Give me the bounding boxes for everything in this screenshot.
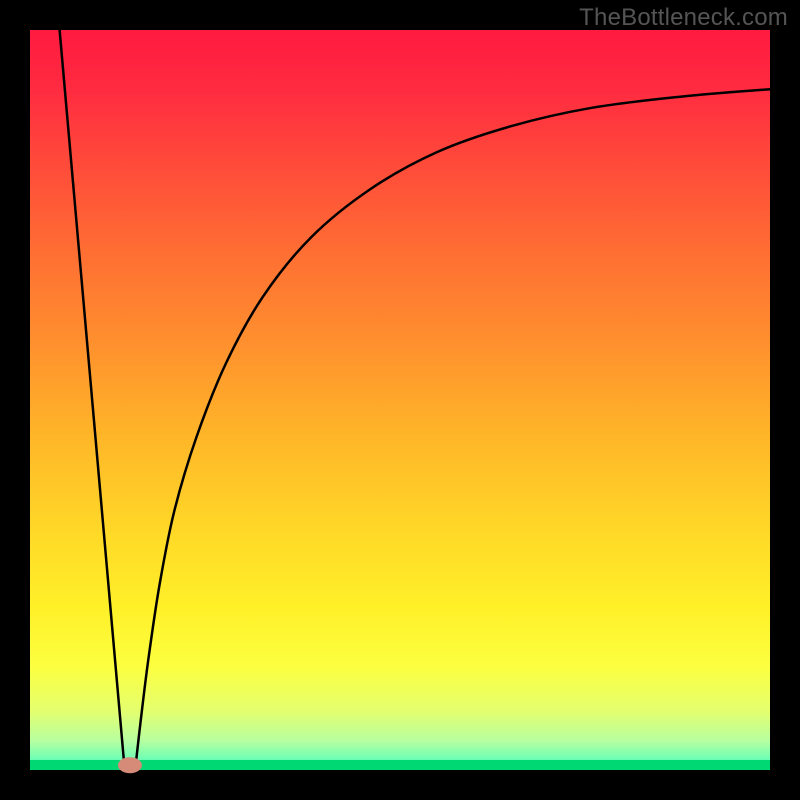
chart-container: { "chart": { "type": "line", "width": 80… bbox=[0, 0, 800, 800]
plot-background bbox=[30, 30, 770, 770]
chart-svg bbox=[0, 0, 800, 800]
optimal-point-marker bbox=[118, 757, 142, 773]
watermark-text: TheBottleneck.com bbox=[579, 4, 788, 32]
